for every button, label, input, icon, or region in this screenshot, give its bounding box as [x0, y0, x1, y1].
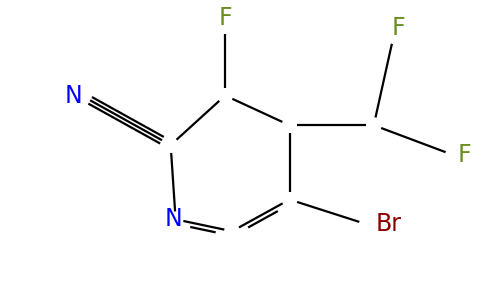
Text: N: N — [65, 83, 82, 107]
Text: F: F — [392, 16, 405, 40]
Text: F: F — [458, 143, 472, 167]
Text: N: N — [165, 207, 182, 231]
Text: Br: Br — [376, 212, 402, 236]
Text: F: F — [218, 6, 232, 30]
